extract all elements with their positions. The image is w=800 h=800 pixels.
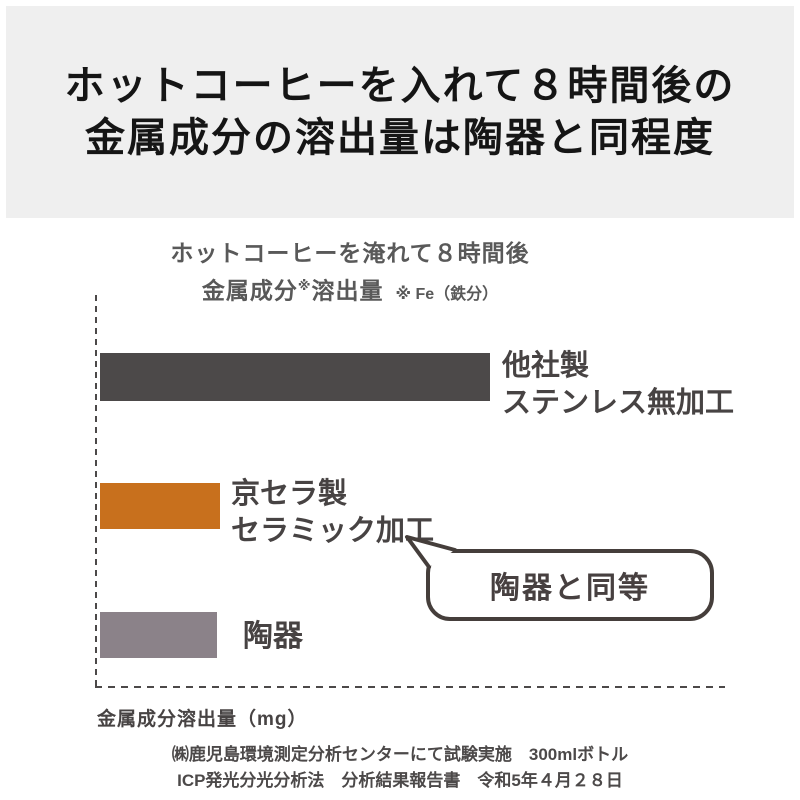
bar-label-kyocera-ceramic: 京セラ製 セラミック加工 [231,476,434,550]
bar-label-line: 陶器 [243,620,303,653]
speech-bubble [405,535,714,621]
footnote-fe-note: ※ Fe（鉄分） [395,285,499,303]
header-title-line1: ホットコーヒーを入れて８時間後の [64,64,736,108]
bar-label-line: ステンレス無加工 [502,387,735,419]
x-axis-label: 金属成分溶出量（mg） [97,709,308,730]
chart-title-line1: ホットコーヒーを淹れて８時間後 [170,240,530,266]
bar-kyocera-ceramic [100,483,220,529]
footer-method-date-line: ICP発光分光分析法 分析結果報告書 令和5年４月２８日 [177,771,623,790]
x-axis-dashed-line [95,686,725,688]
bar-other-stainless [100,353,490,401]
speech-bubble-body [426,549,714,621]
header-banner: ホットコーヒーを入れて８時間後の 金属成分の溶出量は陶器と同程度 [6,6,794,218]
speech-bubble-text: 陶器と同等 [490,572,650,605]
bar-pottery [100,612,217,658]
speech-bubble-tail-fill [407,537,455,567]
footer-notes: ㈱鹿児島環境測定分析センターにて試験実施 300mlボトル ICP発光分光分析法… [0,742,800,794]
bar-label-line: セラミック加工 [231,515,435,547]
footer-test-lab-line: ㈱鹿児島環境測定分析センターにて試験実施 300mlボトル [171,745,629,764]
y-axis-dashed-line [95,295,97,688]
header-title-line2: 金属成分の溶出量は陶器と同程度 [85,116,715,160]
chart-title: ホットコーヒーを淹れて８時間後 金属成分※溶出量 ※ Fe（鉄分） [90,238,610,310]
bar-label-pottery: 陶器 [243,618,303,655]
chart-title-metal-text: 金属成分 [201,277,298,304]
bar-label-line: 京セラ製 [231,478,348,510]
speech-bubble-tail-outline [405,535,457,569]
chart-title-dissolution-text: 溶出量 [311,277,384,304]
bar-label-other-stainless: 他社製 ステンレス無加工 [502,348,734,422]
footnote-asterisk-marker: ※ [297,278,312,293]
bar-label-line: 他社製 [502,350,590,382]
chart-title-line2: 金属成分※溶出量 ※ Fe（鉄分） [90,271,610,310]
